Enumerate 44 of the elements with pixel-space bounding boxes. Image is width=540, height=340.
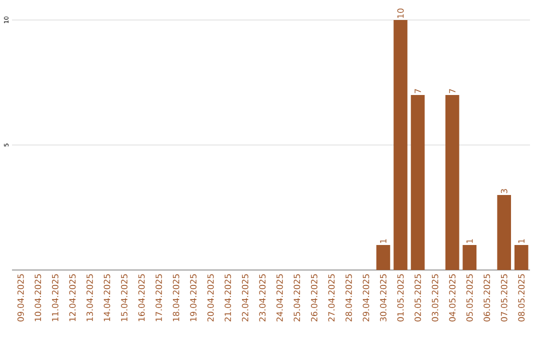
x-tick-label: 11.04.2025 (52, 274, 58, 322)
x-tick-label: 22.04.2025 (242, 274, 248, 322)
x-tick-label: 01.05.2025 (397, 274, 404, 322)
x-tick-label: 03.05.2025 (432, 274, 438, 322)
x-tick-label: 05.05.2025 (466, 274, 473, 322)
bar (410, 95, 425, 270)
x-tick-label: 21.04.2025 (224, 274, 232, 322)
bar (445, 95, 460, 270)
x-tick-label: 14.04.2025 (104, 274, 110, 322)
bar (462, 245, 476, 270)
x-tick-label: 13.04.2025 (86, 274, 93, 322)
x-tick-label: 08.05.2025 (518, 274, 525, 322)
x-tick-label: 27.04.2025 (328, 274, 335, 322)
bar (514, 245, 528, 270)
bar (376, 245, 390, 270)
x-tick-label: 06.05.2025 (484, 274, 490, 322)
data-label: 3 (500, 189, 508, 194)
x-tick-label: 17.04.2025 (156, 274, 162, 322)
x-tick-label: 24.04.2025 (276, 274, 283, 322)
x-tick-label: 19.04.2025 (190, 274, 197, 322)
x-tick-label: 10.04.2025 (34, 274, 42, 322)
x-tick-label: 30.04.2025 (380, 274, 386, 322)
data-label: 7 (449, 89, 456, 94)
x-tick-label: 07.05.2025 (500, 274, 508, 322)
x-tick-label: 23.04.2025 (259, 274, 266, 322)
data-label: 7 (414, 89, 421, 94)
x-tick-label: 09.04.2025 (17, 274, 24, 322)
data-label: 1 (518, 239, 524, 243)
x-tick-label: 16.04.2025 (138, 274, 145, 322)
x-tick-label: 15.04.2025 (121, 274, 128, 322)
data-label: 1 (380, 239, 386, 243)
x-tick-label: 12.04.2025 (69, 274, 76, 322)
bar (497, 195, 512, 270)
x-tick-label: 02.05.2025 (414, 274, 421, 322)
x-tick-label: 04.05.2025 (449, 274, 456, 322)
x-tick-label: 28.04.2025 (346, 274, 352, 322)
x-tick-label: 26.04.2025 (310, 274, 318, 322)
x-tick-label: 20.04.2025 (207, 274, 214, 322)
x-tick-label: 25.04.2025 (294, 274, 300, 322)
bar (394, 20, 408, 270)
data-label: 10 (397, 8, 404, 18)
x-tick-label: 29.04.2025 (362, 274, 370, 322)
data-label: 1 (466, 239, 473, 243)
x-tick-label: 18.04.2025 (172, 274, 180, 322)
